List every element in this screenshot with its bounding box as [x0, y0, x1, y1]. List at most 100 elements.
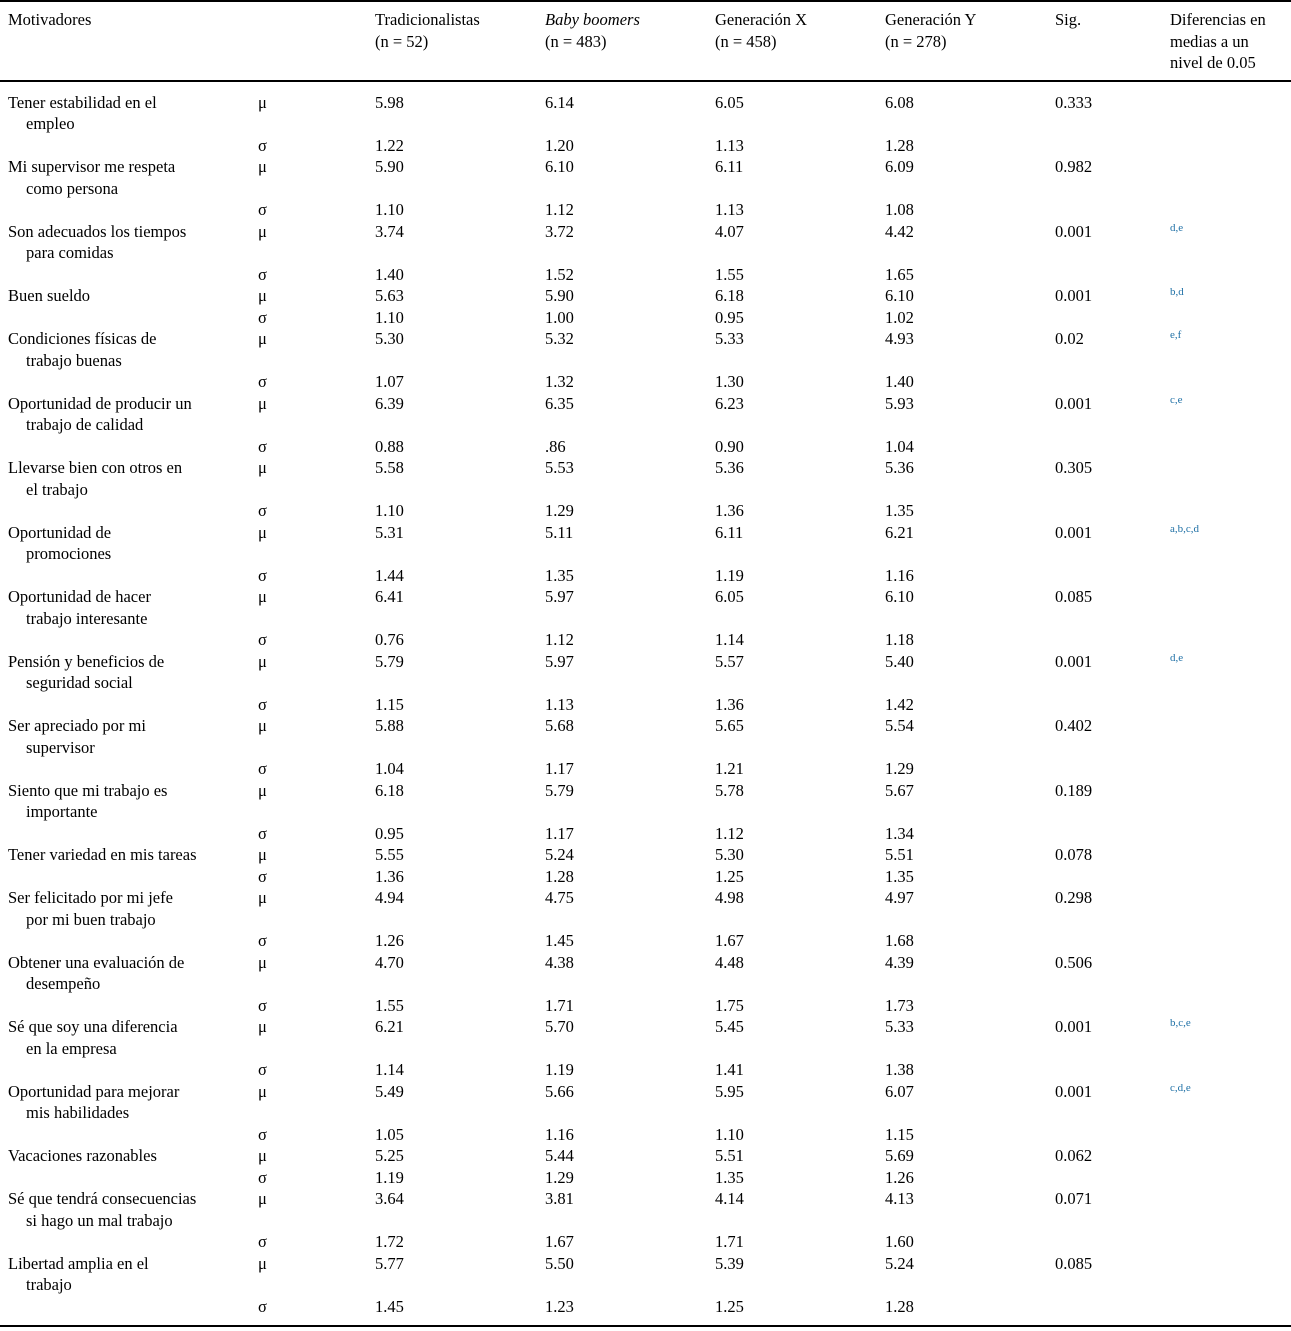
- mean-generacion-x: 6.11: [715, 522, 744, 542]
- sd-generacion-x: 1.55: [715, 264, 744, 284]
- sig-value: 0.071: [1055, 1189, 1093, 1208]
- sigma-symbol: σ: [258, 759, 267, 778]
- sd-baby-boomers: 1.13: [545, 694, 574, 714]
- sig-value: 0.001: [1055, 1081, 1093, 1101]
- mean-baby-boomers: 4.75: [545, 888, 574, 907]
- motivator-label-line: trabajo buenas: [26, 350, 122, 370]
- sd-baby-boomers: 1.12: [545, 200, 574, 219]
- sd-generacion-x: 1.13: [715, 200, 744, 219]
- mean-tradicionalistas: 4.70: [375, 952, 404, 972]
- motivator-row: Ser apreciado por mi supervisor μ 5.88 5.…: [0, 715, 1291, 780]
- sd-tradicionalistas: 1.10: [375, 501, 404, 520]
- column-n: (n = 483): [545, 31, 607, 51]
- motivator-label-line: Ser apreciado por mi: [8, 716, 146, 735]
- sigma-symbol: σ: [258, 501, 267, 520]
- mu-symbol: μ: [258, 92, 267, 112]
- sig-value: 0.305: [1055, 458, 1093, 477]
- motivator-row: Condiciones físicas de trabajo buenas μ 5…: [0, 328, 1291, 393]
- mean-generacion-y: 6.08: [885, 92, 914, 112]
- motivator-row: Oportunidad de producir un trabajo de cal…: [0, 393, 1291, 458]
- motivator-label: Oportunidad de promociones: [8, 522, 258, 565]
- motivator-label: Oportunidad de producir un trabajo de cal…: [8, 393, 258, 436]
- sd-baby-boomers: .86: [545, 436, 566, 456]
- sd-generacion-y: 1.08: [885, 200, 914, 219]
- mean-tradicionalistas: 5.25: [375, 1146, 404, 1165]
- sig-value: 0.189: [1055, 780, 1093, 800]
- sd-generacion-x: 0.95: [715, 307, 744, 327]
- mean-generacion-x: 4.14: [715, 1189, 744, 1208]
- sd-tradicionalistas: 1.26: [375, 931, 404, 950]
- sd-generacion-y: 1.35: [885, 501, 914, 520]
- diff-letters: b,d: [1170, 286, 1184, 298]
- motivator-label-line: Sé que soy una diferencia: [8, 1017, 178, 1036]
- mu-symbol: μ: [258, 393, 267, 413]
- diff-letters: d,e: [1170, 651, 1184, 664]
- mean-generacion-x: 5.95: [715, 1081, 744, 1101]
- mean-generacion-x: 4.07: [715, 221, 744, 241]
- sd-baby-boomers: 1.35: [545, 565, 574, 585]
- sigma-symbol: σ: [258, 694, 267, 714]
- mean-generacion-y: 4.13: [885, 1189, 914, 1208]
- motivator-label-line: Obtener una evaluación de: [8, 952, 185, 972]
- sd-generacion-y: 1.18: [885, 630, 914, 649]
- mu-symbol: μ: [258, 522, 267, 542]
- sd-generacion-y: 1.73: [885, 995, 914, 1015]
- sd-baby-boomers: 1.00: [545, 307, 574, 327]
- sd-baby-boomers: 1.16: [545, 1124, 574, 1144]
- mean-generacion-y: 5.67: [885, 780, 914, 800]
- sig-value: 0.001: [1055, 522, 1093, 542]
- diff-letters: d,e: [1170, 221, 1184, 234]
- sigma-symbol: σ: [258, 1060, 267, 1079]
- mean-baby-boomers: 4.38: [545, 952, 574, 972]
- motivator-label-line: como persona: [26, 178, 119, 198]
- sd-baby-boomers: 1.28: [545, 866, 574, 886]
- motivator-row: Siento que mi trabajo es importante μ 6.1…: [0, 780, 1291, 845]
- sd-baby-boomers: 1.19: [545, 1060, 574, 1079]
- mean-generacion-y: 5.69: [885, 1146, 914, 1165]
- column-n: (n = 52): [375, 31, 429, 51]
- sd-baby-boomers: 1.23: [545, 1296, 574, 1316]
- motivator-label: Sé que tendrá consecuencias si hago un ma…: [8, 1188, 258, 1231]
- motivator-label: Llevarse bien con otros en el trabajo: [8, 457, 258, 500]
- column-name: Generación Y: [885, 10, 977, 29]
- sd-generacion-x: 1.25: [715, 1296, 744, 1316]
- mean-generacion-x: 5.39: [715, 1253, 744, 1273]
- motivator-label-line: Sé que tendrá consecuencias: [8, 1189, 197, 1208]
- sd-baby-boomers: 1.12: [545, 630, 574, 649]
- diff-letters: c,d,e: [1170, 1081, 1191, 1094]
- sigma-symbol: σ: [258, 823, 267, 843]
- sd-tradicionalistas: 1.44: [375, 565, 404, 585]
- sigma-symbol: σ: [258, 866, 267, 886]
- motivator-label-line: Son adecuados los tiempos: [8, 221, 187, 241]
- mean-generacion-y: 6.21: [885, 522, 914, 542]
- sd-generacion-x: 1.41: [715, 1060, 744, 1079]
- mu-symbol: μ: [258, 1081, 267, 1101]
- mean-generacion-x: 5.45: [715, 1017, 744, 1036]
- header-diferencias-line: medias a un: [1170, 31, 1249, 51]
- motivator-label: Tener estabilidad en el empleo: [8, 92, 258, 135]
- motivator-label-line: Vacaciones razonables: [8, 1146, 157, 1165]
- sd-generacion-y: 1.02: [885, 307, 914, 327]
- sd-generacion-x: 1.25: [715, 866, 744, 886]
- column-name: Generación X: [715, 10, 808, 29]
- sd-generacion-y: 1.29: [885, 759, 914, 778]
- motivator-row: Sé que tendrá consecuencias si hago un ma…: [0, 1188, 1291, 1253]
- mean-generacion-y: 5.33: [885, 1017, 914, 1036]
- sigma-symbol: σ: [258, 995, 267, 1015]
- table-top-rule: [0, 0, 1291, 2]
- motivator-label-line: Oportunidad de producir un: [8, 393, 192, 413]
- mean-baby-boomers: 5.97: [545, 651, 574, 671]
- mean-baby-boomers: 5.97: [545, 587, 574, 606]
- motivator-row: Tener variedad en mis tareas μ 5.55 5.24…: [0, 844, 1291, 887]
- sd-baby-boomers: 1.29: [545, 501, 574, 520]
- mean-generacion-y: 4.39: [885, 952, 914, 972]
- motivator-label-line: Tener variedad en mis tareas: [8, 845, 197, 864]
- mean-generacion-x: 5.36: [715, 458, 744, 477]
- motivator-label: Sé que soy una diferencia en la empresa: [8, 1016, 258, 1059]
- motivator-label-line: Oportunidad de: [8, 522, 112, 542]
- mean-baby-boomers: 5.70: [545, 1017, 574, 1036]
- mean-tradicionalistas: 3.74: [375, 221, 404, 241]
- sig-value: 0.333: [1055, 92, 1093, 112]
- motivator-label: Son adecuados los tiempos para comidas: [8, 221, 258, 264]
- mu-symbol: μ: [258, 587, 267, 606]
